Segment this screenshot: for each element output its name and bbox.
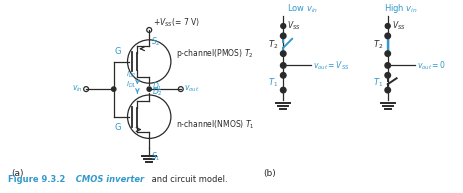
Text: $v_{out} = V_{SS}$: $v_{out} = V_{SS}$	[312, 59, 349, 72]
Text: $+V_{SS}$(= 7 V): $+V_{SS}$(= 7 V)	[153, 16, 200, 29]
Text: G: G	[114, 47, 121, 56]
Circle shape	[280, 73, 285, 78]
Text: $T_1$: $T_1$	[268, 76, 278, 89]
Text: and circuit model.: and circuit model.	[149, 175, 227, 184]
Circle shape	[384, 33, 390, 39]
Text: $T_2$: $T_2$	[372, 39, 382, 51]
Text: n-channel(NMOS) $T_1$: n-channel(NMOS) $T_1$	[175, 118, 254, 131]
Text: p-channel(PMOS) $T_2$: p-channel(PMOS) $T_2$	[175, 47, 253, 60]
Circle shape	[111, 87, 116, 91]
Circle shape	[280, 63, 285, 68]
Text: G: G	[114, 123, 121, 132]
Text: $v_{out}$: $v_{out}$	[183, 84, 199, 94]
Circle shape	[384, 51, 390, 56]
Text: High $v_{in}$: High $v_{in}$	[383, 2, 417, 15]
Circle shape	[384, 73, 390, 78]
Text: $D_1$: $D_1$	[152, 80, 163, 93]
Text: (a): (a)	[11, 169, 24, 178]
Text: $V_{SS}$: $V_{SS}$	[287, 20, 300, 32]
Text: $V_{SS}$: $V_{SS}$	[391, 20, 405, 32]
Circle shape	[280, 87, 285, 93]
Circle shape	[147, 87, 151, 91]
Text: $S_1$: $S_1$	[151, 150, 161, 163]
Text: $I_{D1}$: $I_{D1}$	[125, 80, 136, 90]
Text: Low $v_{in}$: Low $v_{in}$	[287, 2, 318, 15]
Text: Figure 9.3.2: Figure 9.3.2	[8, 175, 65, 184]
Text: $v_{out} = 0$: $v_{out} = 0$	[416, 59, 445, 72]
Circle shape	[384, 63, 390, 68]
Circle shape	[384, 24, 389, 29]
Text: CMOS inverter: CMOS inverter	[70, 175, 144, 184]
Text: (b): (b)	[263, 169, 275, 178]
Circle shape	[384, 87, 390, 93]
Text: $S_2$: $S_2$	[151, 36, 161, 48]
Text: $T_2$: $T_2$	[268, 39, 278, 51]
Circle shape	[280, 33, 285, 39]
Text: $I_{D2}$: $I_{D2}$	[125, 70, 136, 80]
Text: $T_1$: $T_1$	[372, 76, 382, 89]
Text: $D_2$: $D_2$	[152, 85, 163, 98]
Circle shape	[280, 51, 285, 56]
Circle shape	[280, 24, 285, 29]
Text: $v_{in}$: $v_{in}$	[72, 84, 83, 94]
